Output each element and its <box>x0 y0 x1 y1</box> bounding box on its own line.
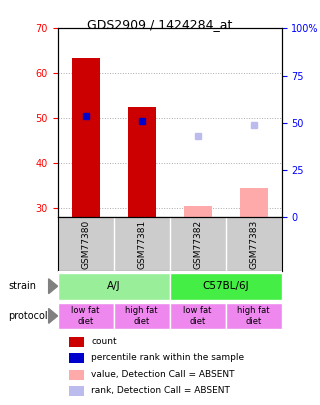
Text: count: count <box>91 337 117 346</box>
Polygon shape <box>49 309 58 323</box>
Bar <box>69 386 84 396</box>
Text: value, Detection Call = ABSENT: value, Detection Call = ABSENT <box>91 370 235 379</box>
Bar <box>72 58 100 217</box>
Bar <box>58 273 170 300</box>
Bar <box>69 353 84 363</box>
Bar <box>184 206 212 217</box>
Text: GDS2909 / 1424284_at: GDS2909 / 1424284_at <box>87 18 233 31</box>
Bar <box>69 337 84 347</box>
Bar <box>226 303 282 329</box>
Bar <box>170 273 282 300</box>
Text: low fat
diet: low fat diet <box>183 306 212 326</box>
Bar <box>114 303 170 329</box>
Text: GSM77382: GSM77382 <box>193 220 202 269</box>
Text: protocol: protocol <box>8 311 48 321</box>
Text: GSM77383: GSM77383 <box>249 220 258 269</box>
Bar <box>69 370 84 380</box>
Text: high fat
diet: high fat diet <box>125 306 158 326</box>
Polygon shape <box>49 279 58 294</box>
Text: GSM77380: GSM77380 <box>81 220 90 269</box>
Text: GSM77381: GSM77381 <box>137 220 146 269</box>
Text: rank, Detection Call = ABSENT: rank, Detection Call = ABSENT <box>91 386 230 395</box>
Text: high fat
diet: high fat diet <box>237 306 270 326</box>
Bar <box>58 303 114 329</box>
Text: A/J: A/J <box>107 281 120 291</box>
Text: C57BL/6J: C57BL/6J <box>202 281 249 291</box>
Text: percentile rank within the sample: percentile rank within the sample <box>91 353 244 362</box>
Text: strain: strain <box>8 281 36 291</box>
Bar <box>128 107 156 217</box>
Text: low fat
diet: low fat diet <box>71 306 100 326</box>
Bar <box>170 303 226 329</box>
Bar <box>240 188 268 217</box>
